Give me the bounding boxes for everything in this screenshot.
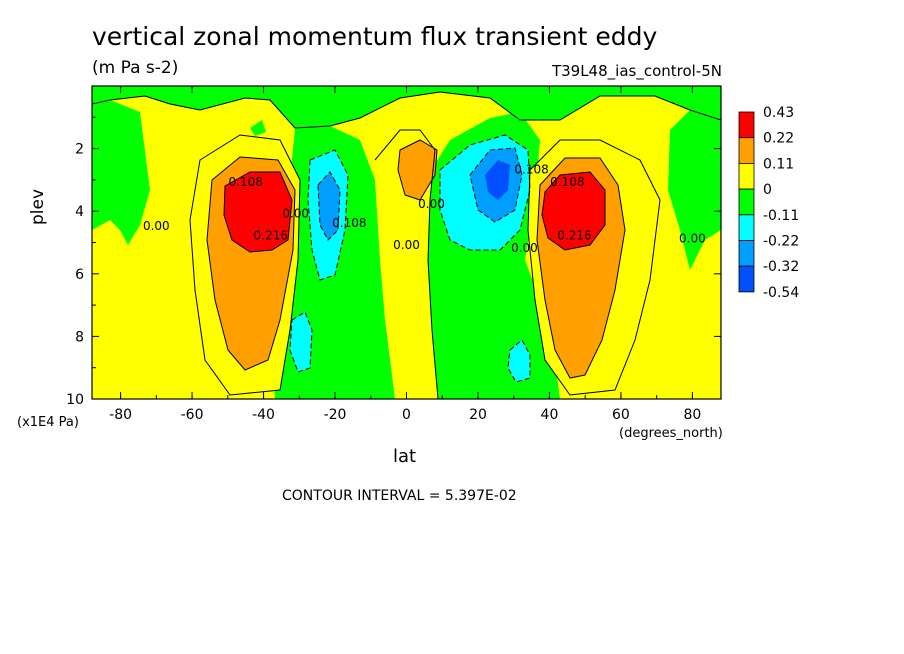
fill-cyan-nh-low [508,340,530,382]
chart-units: (m Pa s-2) [92,58,179,78]
fill-yellow-eq-tongue [375,130,438,399]
contour-label: 0.00 [393,238,420,252]
y-tick-label: 6 [75,267,84,283]
contour-line-sh-mid [206,156,296,371]
colorbar-label: -0.54 [763,285,799,301]
colorbar-label: 0.22 [763,131,794,147]
colorbar: 0.43 0.22 0.11 0 -0.11 -0.22 -0.32 -0.54 [738,105,799,301]
colorbar-swatch [738,240,755,267]
contour-label: 0.108 [550,175,584,189]
colorbar-swatch [738,188,755,216]
fill-green-left-edge [92,100,150,245]
fill-blue-sh [318,172,340,240]
contour-fills [92,86,721,399]
colorbar-label: -0.32 [763,259,799,275]
colorbar-swatch [738,137,755,164]
contour-label: 0.00 [679,232,706,246]
contour-label: 0.00 [143,219,170,233]
contour-line-nh-mid [536,157,626,379]
colorbar-label: -0.22 [763,234,799,250]
contour-line-zero-top [92,91,721,129]
y-axis-units: (x1E4 Pa) [17,415,79,430]
colorbar-label: 0.43 [763,105,794,121]
contour-label: 0.108 [228,175,262,189]
run-id: T39L48_ias_control-5N [551,62,722,80]
contour-label: 0.00 [282,206,309,220]
contour-line-eq [397,139,438,201]
colorbar-swatch [738,214,755,241]
contour-line-nh-outer [527,139,661,396]
x-axis-ticks: -80 -60 -40 -20 0 20 40 60 80 [109,86,701,423]
x-tick-label: 60 [612,407,630,423]
contour-labels: 0.108 0.216 0.00 0.00 0.108 0.00 0.00 0.108 0.00… [143,163,706,255]
chart-title: vertical zonal momentum flux transient e… [92,22,658,51]
contour-line-neg-sh [307,149,349,281]
colorbar-label: 0 [763,182,772,198]
fill-red-sh [224,172,292,252]
colorbar-label: -0.11 [763,208,799,224]
x-tick-label: -60 [181,407,204,423]
x-tick-label: -80 [109,407,132,423]
negative-contour-lines [289,134,531,383]
contour-lines [92,91,721,399]
contour-interval: CONTOUR INTERVAL = 5.397E-02 [282,488,517,504]
fill-cyan-sh-low [290,312,312,372]
x-tick-label: -20 [324,407,347,423]
contour-label: 0.108 [332,216,366,230]
x-tick-label: 80 [683,407,701,423]
y-tick-label: 8 [75,329,84,345]
fill-orange-eq [398,140,437,200]
x-tick-label: -40 [252,407,275,423]
fill-deepblue-nh [485,160,510,200]
colorbar-swatch [738,265,755,293]
contour-label: 0.216 [254,228,288,242]
fill-green-island-sh [250,120,266,136]
fill-green-right-edge [668,110,721,270]
contour-line-neg-sh-core [317,171,341,241]
colorbar-swatch [738,162,755,190]
colorbar-label: 0.11 [763,156,794,172]
colorbar-swatch [738,111,755,139]
contour-line-sh-core [223,171,293,253]
contour-label: 0.108 [514,163,548,177]
contour-line-eq-tongue [374,129,439,399]
x-tick-label: 40 [541,407,559,423]
y-axis-ticks: 2 4 6 8 10 [66,116,721,408]
contour-line-neg-nh [439,134,531,251]
contour-line-neg-nh-core [469,147,523,223]
contour-line-neg-sh-low [289,311,313,373]
x-axis-units: (degrees_north) [619,426,723,441]
contour-line-sh-outer [189,134,301,396]
y-tick-label: 4 [75,204,84,220]
y-tick-label: 10 [66,392,84,408]
fill-red-nh [542,172,605,250]
x-axis-label: lat [393,446,417,467]
contour-label: 0.00 [418,197,445,211]
x-tick-label: 20 [469,407,487,423]
contour-label: 0.216 [557,228,591,242]
contour-line-nh-core [541,171,606,251]
y-tick-label: 2 [75,142,84,158]
x-tick-label: 0 [402,407,411,423]
contour-label: 0.00 [511,241,538,255]
